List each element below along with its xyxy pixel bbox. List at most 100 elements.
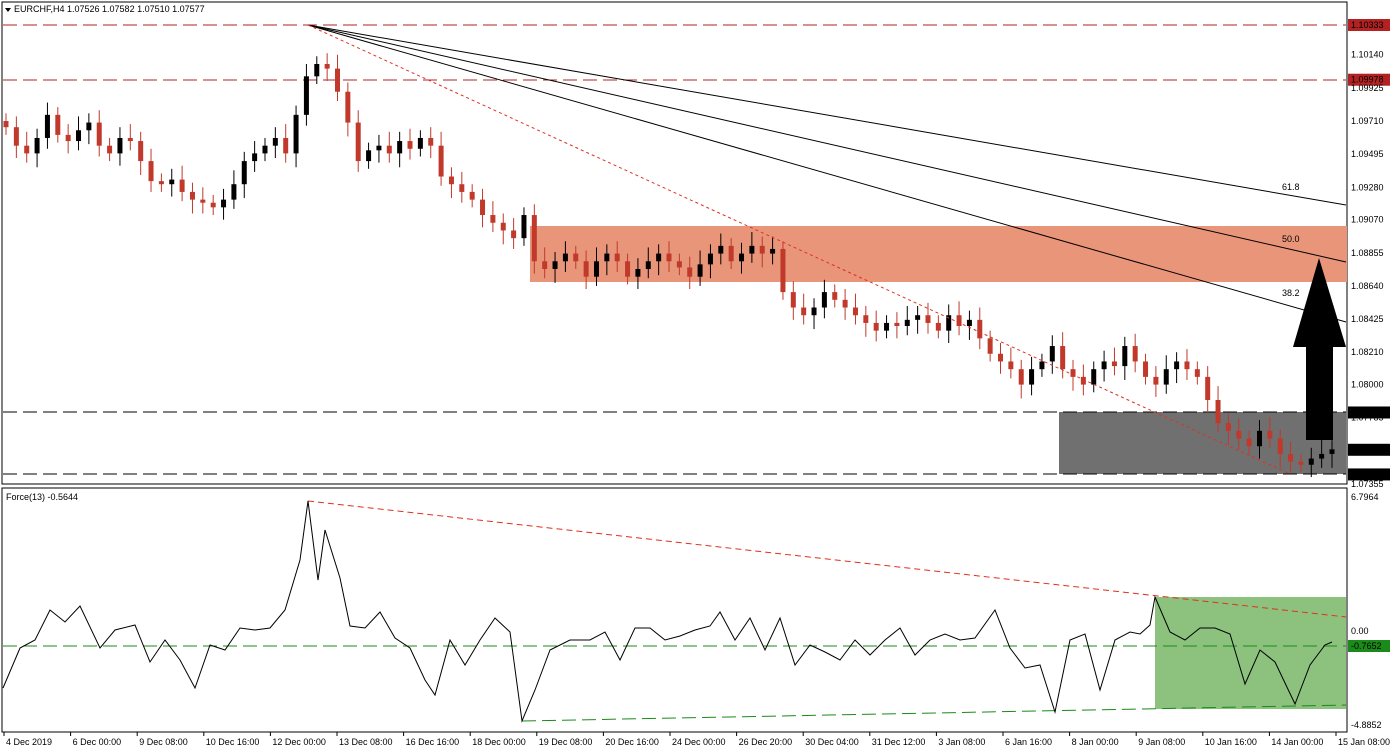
candle-body bbox=[459, 184, 465, 192]
price-tick-label: 1.08210 bbox=[1351, 347, 1384, 357]
time-tick-label: 6 Dec 00:00 bbox=[73, 737, 122, 747]
symbol-dropdown-icon[interactable] bbox=[5, 8, 11, 12]
time-tick-label: 9 Dec 08:00 bbox=[139, 737, 188, 747]
candle-body bbox=[221, 199, 227, 208]
time-tick-label: 20 Dec 16:00 bbox=[605, 737, 659, 747]
candle-body bbox=[801, 307, 807, 316]
fib-fan-line-50.0 bbox=[307, 24, 1347, 263]
candle-body bbox=[1256, 430, 1262, 447]
price-tag bbox=[1348, 406, 1390, 419]
candle-body bbox=[448, 176, 454, 185]
candle-body bbox=[107, 145, 113, 154]
candle-body bbox=[790, 292, 796, 308]
candle-body bbox=[65, 134, 71, 142]
candle-body bbox=[656, 253, 662, 262]
candle-body bbox=[852, 307, 858, 316]
time-tick-label: 18 Dec 00:00 bbox=[472, 737, 526, 747]
candle-body bbox=[614, 253, 620, 262]
time-axis: 4 Dec 2019 6 Dec 00:00 9 Dec 08:00 10 Dec 1… bbox=[3, 732, 1390, 747]
candle-body bbox=[1101, 361, 1107, 370]
candle-body bbox=[573, 253, 579, 262]
candle-body bbox=[1319, 453, 1325, 459]
candle-body bbox=[697, 264, 703, 277]
time-tick-label: 26 Dec 20:00 bbox=[739, 737, 793, 747]
candle-body bbox=[1215, 399, 1221, 424]
candle-body bbox=[1039, 361, 1045, 370]
price-tag bbox=[1348, 468, 1390, 481]
candle-body bbox=[904, 319, 910, 327]
candle-body bbox=[210, 202, 216, 208]
candle-body bbox=[490, 215, 496, 223]
price-tick-label: 1.09925 bbox=[1351, 83, 1384, 93]
candle-body bbox=[179, 179, 185, 192]
candle-body bbox=[138, 141, 144, 162]
candle-body bbox=[1029, 369, 1035, 385]
candle-body bbox=[200, 199, 206, 203]
candle-body bbox=[272, 137, 278, 146]
time-tick-label: 16 Dec 16:00 bbox=[406, 737, 460, 747]
candle-body bbox=[1122, 346, 1128, 367]
candle-body bbox=[832, 292, 838, 300]
candle-body bbox=[1329, 449, 1335, 454]
candle-body bbox=[1308, 458, 1314, 465]
candle-body bbox=[977, 319, 983, 339]
force-tag bbox=[1348, 640, 1390, 652]
candle-body bbox=[231, 184, 237, 200]
candle-body bbox=[1298, 461, 1304, 465]
force-panel-frame bbox=[1, 487, 1348, 733]
candle-body bbox=[376, 145, 382, 151]
fib-label-61.8: 61.8 bbox=[1282, 182, 1300, 192]
force-index-line bbox=[2, 500, 1333, 723]
candle-body bbox=[13, 127, 19, 146]
symbol-header: EURCHF,H4 1.07526 1.07582 1.07510 1.0757… bbox=[14, 4, 205, 14]
candle-body bbox=[935, 322, 941, 331]
candle-body bbox=[1267, 430, 1273, 439]
candle-body bbox=[542, 261, 548, 269]
candle-body bbox=[1018, 369, 1024, 385]
candle-body bbox=[946, 315, 952, 331]
price-tick-label: 1.08640 bbox=[1351, 281, 1384, 291]
price-tick-label: 1.07417 bbox=[1351, 469, 1384, 479]
candle-body bbox=[1174, 361, 1180, 370]
candle-body bbox=[1277, 438, 1283, 454]
force-header: Force(13) -0.5644 bbox=[6, 492, 78, 502]
price-tick-label: 1.09978 bbox=[1351, 75, 1384, 85]
force-tick-label: -0.7652 bbox=[1351, 641, 1382, 651]
candle-body bbox=[148, 161, 154, 182]
time-tick-label: 13 Dec 08:00 bbox=[339, 737, 393, 747]
price-tick-label: 1.09710 bbox=[1351, 116, 1384, 126]
candle-body bbox=[1194, 369, 1200, 377]
candle-body bbox=[366, 150, 372, 162]
candle-body bbox=[1060, 346, 1066, 370]
candle-body bbox=[158, 181, 164, 185]
candle-body bbox=[303, 76, 309, 115]
candle-body bbox=[397, 141, 403, 154]
candle-body bbox=[262, 145, 268, 154]
time-tick-label: 19 Dec 08:00 bbox=[539, 737, 593, 747]
candle-body bbox=[811, 307, 817, 316]
bullish-arrow-icon bbox=[1293, 258, 1346, 440]
candle-body bbox=[666, 253, 672, 262]
candle-body bbox=[407, 141, 413, 149]
candle-body bbox=[925, 315, 931, 323]
fib-fan-line-38.2 bbox=[307, 24, 1347, 323]
price-tick-label: 1.07819 bbox=[1351, 407, 1384, 417]
fib-fan-line-61.8 bbox=[307, 24, 1347, 206]
candle-body bbox=[521, 215, 527, 239]
support-zone bbox=[1059, 412, 1346, 474]
force-tick-label: 6.7964 bbox=[1351, 492, 1379, 502]
candle-body bbox=[718, 245, 724, 254]
candle-body bbox=[863, 315, 869, 323]
candle-body bbox=[3, 121, 9, 128]
candle-body bbox=[1225, 423, 1231, 431]
candle-body bbox=[821, 292, 827, 308]
force-resistance-trendline bbox=[307, 500, 1347, 618]
candle-body bbox=[1080, 376, 1086, 385]
candle-body bbox=[1091, 369, 1097, 385]
candle-body bbox=[676, 261, 682, 268]
candle-body bbox=[314, 63, 320, 77]
candle-body bbox=[707, 253, 713, 265]
price-tag bbox=[1348, 73, 1390, 86]
time-tick-label: 30 Dec 04:00 bbox=[805, 737, 859, 747]
candle-body bbox=[739, 253, 745, 262]
